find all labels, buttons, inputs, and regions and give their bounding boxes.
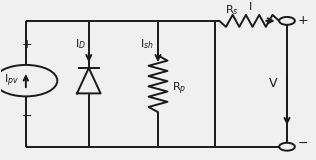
Text: −: − <box>22 110 33 123</box>
Circle shape <box>279 17 295 25</box>
Text: −: − <box>298 137 308 150</box>
Text: +: + <box>22 38 33 51</box>
Text: I: I <box>249 2 252 12</box>
Text: +: + <box>298 14 309 27</box>
Text: I$_{pv}$: I$_{pv}$ <box>4 72 19 89</box>
Circle shape <box>279 143 295 151</box>
Text: I$_D$: I$_D$ <box>76 38 86 51</box>
Text: R$_p$: R$_p$ <box>172 80 186 97</box>
Polygon shape <box>77 68 100 93</box>
Text: I$_{sh}$: I$_{sh}$ <box>140 38 154 51</box>
Text: R$_s$: R$_s$ <box>225 3 239 17</box>
Text: V: V <box>269 77 277 90</box>
